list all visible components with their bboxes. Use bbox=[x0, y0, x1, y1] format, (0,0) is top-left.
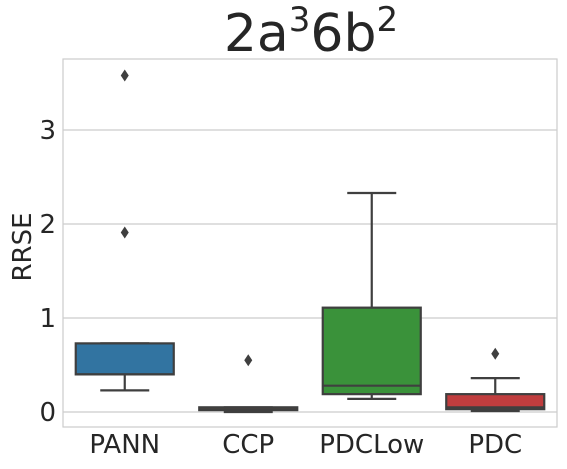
x-tick-label-pdc: PDC bbox=[468, 430, 522, 460]
box-series-group bbox=[74, 69, 546, 414]
outlier-pann-1 bbox=[120, 69, 129, 82]
x-tick-label-pann: PANN bbox=[89, 430, 160, 460]
box-iqr-pann bbox=[74, 342, 175, 376]
outlier-pann-0 bbox=[120, 226, 129, 239]
box-iqr-pdclow bbox=[321, 306, 422, 396]
box-pdclow bbox=[321, 191, 422, 400]
y-axis-label: RRSE bbox=[8, 212, 38, 281]
box-iqr-pdc bbox=[445, 393, 546, 411]
y-tick-label-3: 3 bbox=[39, 116, 56, 146]
box-pann bbox=[74, 69, 175, 392]
x-tick-label-pdclow: PDCLow bbox=[319, 430, 424, 460]
x-tick-labels: PANN CCP PDCLow PDC bbox=[89, 430, 522, 460]
box-pdc bbox=[445, 347, 546, 413]
plot-area-frame bbox=[62, 58, 558, 428]
outlier-pdc-0 bbox=[491, 347, 500, 360]
chart-title: 2a36b2 bbox=[224, 0, 398, 64]
outlier-ccp-0 bbox=[244, 354, 253, 367]
x-tick-label-ccp: CCP bbox=[222, 430, 274, 460]
y-tick-labels: 0 1 2 3 bbox=[39, 116, 56, 428]
y-tick-label-1: 1 bbox=[39, 304, 56, 334]
y-tick-label-0: 0 bbox=[39, 398, 56, 428]
y-tick-label-2: 2 bbox=[39, 210, 56, 240]
box-ccp bbox=[198, 354, 299, 414]
